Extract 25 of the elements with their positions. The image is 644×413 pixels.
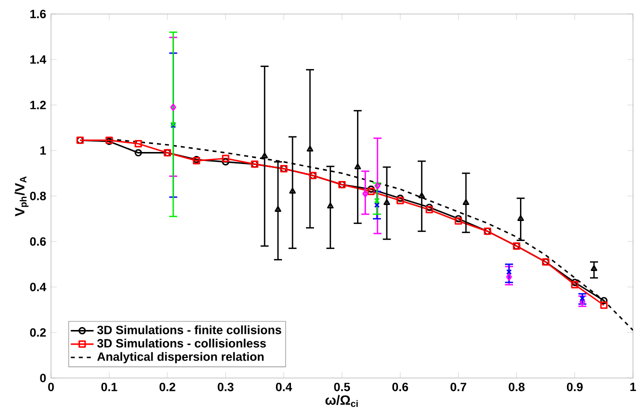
x-tick-label: 0.7	[450, 382, 466, 392]
y-axis-title: V$_{ph}$/V$_{A}$	[14, 176, 28, 216]
x-tick-label: 0.4	[276, 382, 292, 392]
y-tick-label: 0.2	[30, 328, 46, 337]
y-tick-label: 1	[40, 146, 46, 155]
x-tick-label: 0.6	[392, 382, 408, 392]
y-tick-label: 1.6	[30, 10, 46, 18]
y-tick-label: 0.6	[30, 237, 46, 246]
x-tick-label: 0.5	[334, 382, 350, 392]
y-tick-label: 1.4	[30, 55, 46, 64]
x-tick-label: 0	[48, 382, 54, 392]
y-tick-label: 1.2	[30, 100, 46, 110]
x-tick-label: 1	[630, 382, 636, 391]
x-tick-label: 0.8	[508, 382, 525, 392]
x-tick-label: 0.3	[218, 382, 234, 392]
legend-label: 3D Simulations - finite collisions	[97, 325, 282, 334]
y-tick-label: 0.8	[30, 192, 46, 200]
legend-label: Analytical dispersion relation	[97, 352, 264, 364]
x-tick-label: 0.2	[160, 382, 176, 392]
x-tick-label: 0.1	[101, 382, 118, 392]
y-tick-label: 0.4	[30, 282, 46, 292]
y-tick-label: 0	[40, 374, 46, 382]
x-axis-title: ω/Ω$_{ci}$	[325, 395, 358, 407]
x-tick-label: 0.9	[566, 382, 583, 392]
legend-label: 3D Simulations - collisionless	[97, 338, 266, 348]
